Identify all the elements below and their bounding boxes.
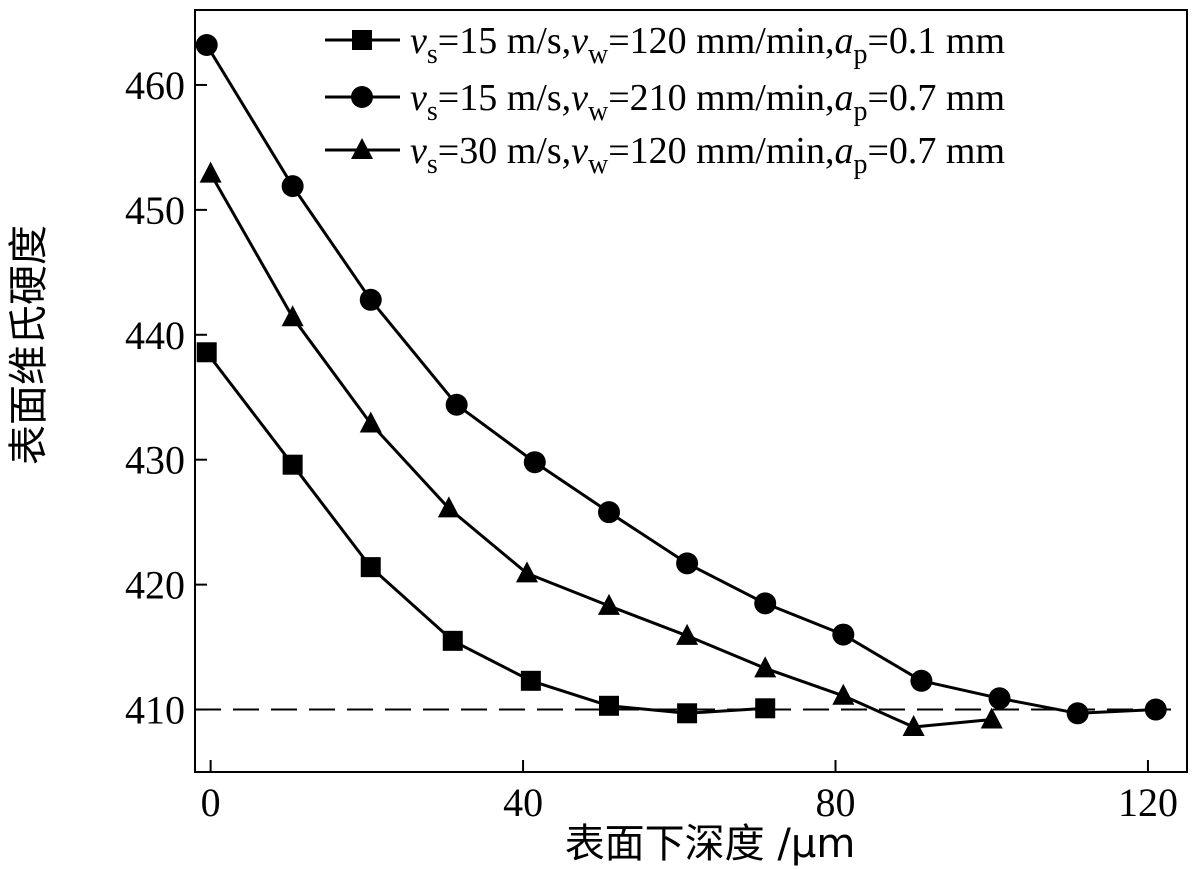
legend-text-part: =0.7 mm [867,130,1005,172]
legend-text-part: v [571,130,588,172]
data-point-circle [676,552,699,575]
data-point-circle [597,501,620,524]
legend-label: vs=15 m/s,vw=210 mm/min,ap=0.7 mm [410,77,1005,127]
legend-text-part: v [410,130,427,172]
data-point-triangle [902,715,925,737]
legend-text-part: =30 m/s, [438,130,571,172]
x-axis-title: 表面下深度 /μm [565,821,856,867]
legend-text-part: p [853,39,867,70]
data-point-circle [195,33,218,56]
data-point-square [520,670,541,691]
legend-text-part: =0.1 mm [867,20,1005,62]
data-point-triangle [359,411,382,433]
legend-text-part: w [588,39,609,70]
series-group [195,33,1167,737]
legend-text-part: =0.7 mm [867,77,1005,119]
data-point-circle [1144,698,1167,721]
legend-text-part: a [834,77,853,119]
series-2 [195,33,1167,725]
y-tick-label: 460 [125,63,185,108]
legend-text-part: a [834,20,853,62]
data-point-triangle [832,683,855,705]
data-point-triangle [437,496,460,518]
y-tick-label: 430 [125,438,185,483]
series-line [205,351,766,715]
data-point-square [196,342,217,363]
legend-text-part: v [571,20,588,62]
series-1 [196,342,776,724]
axes: 410 420 430 440 450 460 0 40 80 120 [125,9,1188,825]
legend-marker-triangle [351,138,373,159]
series-line [209,172,992,729]
data-point-circle [988,687,1011,710]
legend-text-part: =120 mm/min, [608,20,834,62]
legend-text-part: s [427,149,438,180]
data-point-circle [832,623,855,646]
legend-label: vs=15 m/s,vw=120 mm/min,ap=0.1 mm [410,20,1005,70]
data-point-triangle [281,305,304,327]
x-tick-label: 120 [1118,780,1178,825]
data-point-triangle [515,561,538,583]
legend-text-part: =15 m/s, [438,20,571,62]
data-point-triangle [597,593,620,615]
series-3 [199,161,1003,737]
data-point-circle [754,592,777,615]
data-point-square [442,630,463,651]
plot-frame [194,9,1188,773]
data-point-circle [359,288,382,311]
legend-marker-square [352,30,372,50]
data-point-square [677,703,698,724]
y-tick-label: 440 [125,313,185,358]
data-point-square [598,695,619,716]
data-point-square [755,698,776,719]
legend-text-part: v [410,77,427,119]
data-point-triangle [980,707,1003,729]
x-tick-label: 40 [503,780,543,825]
y-tick-label: 410 [125,688,185,733]
legend-text-part: s [427,96,438,127]
data-point-circle [523,451,546,474]
data-point-triangle [754,656,777,678]
legend-text-part: p [853,96,867,127]
y-tick-label: 450 [125,188,185,233]
legend-label: vs=30 m/s,vw=120 mm/min,ap=0.7 mm [410,130,1005,180]
data-point-triangle [676,623,699,645]
legend-text-part: w [588,149,609,180]
legend-text-part: =15 m/s, [438,77,571,119]
data-point-circle [1066,702,1089,725]
x-tick-label: 0 [201,780,221,825]
legend-text-part: v [571,77,588,119]
legend-text-part: p [853,149,867,180]
legend-text-part: a [834,130,853,172]
legend-text-part: w [588,96,609,127]
legend-text-part: s [427,39,438,70]
data-point-square [282,454,303,475]
legend-marker-circle [351,86,373,108]
data-point-circle [910,669,933,692]
legend-text-part: =120 mm/min, [608,130,834,172]
x-tick-label: 80 [816,780,856,825]
legend-text-part: =210 mm/min, [608,77,834,119]
data-point-square [360,557,381,578]
y-tick-label: 420 [125,563,185,608]
data-point-triangle [199,161,222,183]
data-point-circle [281,175,304,198]
y-axis-title: 表面维氏硬度 [6,225,52,465]
data-point-circle [445,393,468,416]
legend-text-part: v [410,20,427,62]
